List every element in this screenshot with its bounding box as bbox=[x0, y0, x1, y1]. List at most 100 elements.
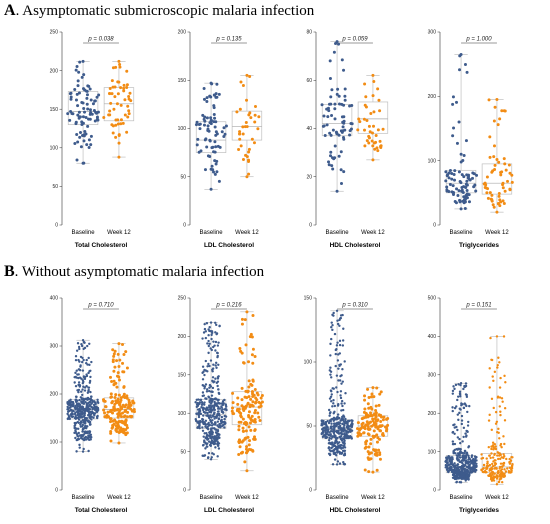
data-point bbox=[125, 394, 129, 398]
data-point bbox=[210, 337, 213, 341]
data-point bbox=[121, 343, 125, 347]
data-point bbox=[487, 445, 490, 449]
data-point bbox=[496, 202, 500, 206]
data-point bbox=[119, 415, 123, 419]
data-point bbox=[384, 429, 388, 433]
data-point bbox=[451, 102, 455, 106]
data-point bbox=[502, 157, 506, 161]
data-point bbox=[369, 451, 373, 455]
data-point bbox=[340, 399, 344, 403]
data-point bbox=[455, 405, 458, 408]
data-point bbox=[452, 126, 456, 130]
data-point bbox=[498, 396, 502, 399]
data-point bbox=[109, 420, 113, 424]
data-point bbox=[336, 390, 339, 394]
data-point bbox=[333, 117, 337, 121]
data-point bbox=[331, 128, 335, 132]
data-point bbox=[82, 438, 86, 442]
data-point bbox=[78, 398, 81, 402]
data-point bbox=[250, 390, 254, 394]
data-point bbox=[69, 408, 73, 412]
data-point bbox=[77, 91, 81, 95]
data-point bbox=[215, 323, 218, 327]
data-point bbox=[340, 402, 343, 405]
data-point bbox=[241, 132, 245, 136]
data-point bbox=[222, 134, 226, 138]
data-point bbox=[468, 463, 471, 466]
data-point bbox=[215, 398, 218, 401]
y-tick-label: 50 bbox=[180, 449, 186, 455]
data-point bbox=[88, 420, 92, 424]
y-tick-label: 500 bbox=[428, 296, 437, 302]
data-point bbox=[74, 411, 77, 414]
data-point bbox=[491, 471, 494, 474]
data-point bbox=[488, 413, 491, 417]
data-point bbox=[211, 376, 215, 379]
data-point bbox=[122, 86, 126, 90]
data-point bbox=[491, 473, 494, 476]
data-point bbox=[237, 424, 241, 428]
data-point bbox=[245, 451, 249, 455]
data-point bbox=[116, 122, 120, 126]
data-point bbox=[247, 147, 251, 151]
data-point bbox=[207, 396, 211, 399]
data-point bbox=[488, 135, 492, 139]
data-point bbox=[461, 158, 465, 162]
data-point bbox=[333, 427, 336, 431]
data-point bbox=[205, 322, 209, 325]
data-point bbox=[213, 400, 216, 404]
data-point bbox=[223, 132, 227, 136]
y-tick-label: 100 bbox=[178, 411, 187, 417]
data-point bbox=[343, 360, 346, 363]
data-point bbox=[209, 428, 213, 431]
data-point bbox=[470, 471, 473, 474]
data-point bbox=[490, 476, 493, 479]
data-point bbox=[220, 405, 223, 408]
data-point bbox=[331, 323, 334, 327]
data-point bbox=[214, 361, 218, 365]
data-point bbox=[342, 429, 345, 432]
data-point bbox=[212, 104, 216, 108]
data-point bbox=[238, 347, 242, 351]
data-point bbox=[82, 107, 86, 111]
data-point bbox=[109, 430, 113, 434]
data-point bbox=[468, 458, 472, 461]
data-point bbox=[78, 135, 82, 139]
data-point bbox=[211, 168, 215, 172]
data-point bbox=[329, 426, 332, 430]
data-point bbox=[199, 149, 203, 153]
data-point bbox=[122, 431, 126, 435]
data-point bbox=[483, 469, 487, 473]
y-tick-label: 40 bbox=[306, 126, 312, 132]
data-point bbox=[74, 358, 78, 362]
data-point bbox=[77, 345, 81, 349]
data-point bbox=[372, 395, 376, 399]
data-point bbox=[90, 412, 93, 416]
data-point bbox=[347, 435, 350, 438]
data-point bbox=[490, 199, 494, 203]
data-point bbox=[90, 418, 93, 421]
data-point bbox=[464, 194, 468, 198]
data-point bbox=[223, 426, 226, 429]
data-point bbox=[124, 350, 128, 354]
data-point bbox=[458, 200, 462, 204]
data-point bbox=[203, 454, 207, 457]
data-point bbox=[214, 428, 217, 431]
data-point bbox=[207, 334, 210, 337]
data-point bbox=[79, 355, 83, 359]
data-point bbox=[200, 401, 204, 404]
data-point bbox=[218, 324, 221, 328]
data-point bbox=[328, 436, 331, 440]
data-point bbox=[328, 397, 332, 400]
data-point bbox=[127, 112, 131, 116]
data-point bbox=[205, 390, 209, 393]
data-point bbox=[459, 481, 463, 484]
data-point bbox=[94, 402, 97, 406]
data-point bbox=[197, 415, 201, 419]
data-point bbox=[465, 475, 468, 478]
data-point bbox=[78, 115, 82, 119]
data-point bbox=[470, 176, 474, 180]
data-point bbox=[338, 352, 342, 355]
data-point bbox=[208, 415, 211, 418]
data-point bbox=[125, 366, 129, 370]
